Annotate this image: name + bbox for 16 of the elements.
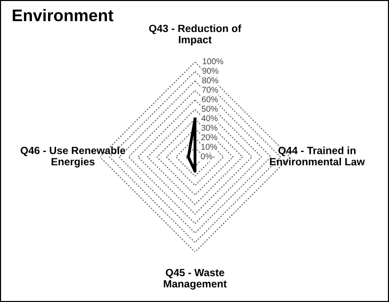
y-tick-label: 90%	[202, 68, 218, 74]
y-tick-label: 20%	[201, 134, 218, 140]
chart-title: Environment	[12, 9, 114, 22]
y-tick-label: 10%	[201, 144, 218, 150]
spoke-label: Q46 - Use Renewable Energies	[20, 146, 126, 168]
spoke-label: Q44 - Trained in Environmental Law	[270, 146, 365, 166]
y-tick-label: 30%	[201, 124, 218, 131]
y-tick-label: 0%	[200, 153, 212, 160]
y-tick-label: 60%	[202, 96, 218, 102]
spoke-label: Q43 - Reduction of Impact	[149, 24, 242, 46]
y-tick-label: 40%	[201, 115, 218, 122]
y-tick-label: 50%	[202, 106, 218, 112]
spoke-label: Q45 - Waste Management	[164, 268, 227, 290]
y-tick-label: 100%	[202, 58, 224, 64]
y-tick-label: 70%	[202, 86, 218, 93]
y-tick-label: 80%	[202, 77, 218, 84]
